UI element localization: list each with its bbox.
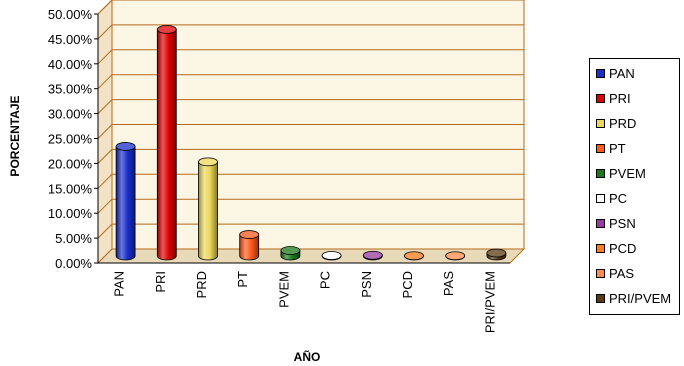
x-tick-label: PRI	[153, 271, 168, 293]
x-tick-label: PT	[235, 271, 250, 288]
bar-top	[239, 230, 260, 239]
bar-top	[445, 251, 466, 261]
gridline	[97, 148, 524, 164]
plot-area: 0.00% 5.00% 10.00% 15.00% 20.00% 25.00% 30.00%…	[48, 0, 526, 333]
bar-top	[198, 157, 218, 167]
gridline	[97, 49, 524, 65]
y-tick-label: 5.00%	[55, 231, 92, 246]
y-tick-label: 10.00%	[48, 206, 93, 221]
legend-label: PC	[609, 190, 628, 206]
gridline	[97, 198, 524, 214]
y-axis-label: PORCENTAJE	[8, 95, 22, 176]
legend-swatch	[596, 143, 605, 153]
gridline	[97, 24, 524, 40]
legend-swatch	[596, 118, 605, 128]
bar-top	[486, 248, 507, 258]
legend-swatch	[596, 293, 605, 303]
bar-pri	[156, 29, 177, 261]
legend-item: PRD	[596, 115, 637, 131]
bar-pt	[239, 234, 260, 261]
legend-item: PRI	[596, 90, 631, 106]
bar-top	[280, 246, 301, 255]
legend-swatch	[596, 93, 605, 103]
legend-item: PT	[596, 140, 626, 156]
legend-label: PRI/PVEM	[609, 290, 672, 306]
bar-top	[115, 142, 136, 151]
gridline	[97, 0, 524, 15]
legend-item: PVEM	[596, 165, 646, 181]
x-tick-label: PRI/PVEM	[482, 271, 497, 333]
legend-swatch	[596, 168, 605, 178]
legend-item: PCD	[596, 240, 637, 256]
x-tick-label: PAN	[112, 271, 127, 297]
y-tick-label: 0.00%	[55, 256, 92, 271]
legend-item: PSN	[596, 215, 636, 231]
legend-label: PVEM	[609, 165, 646, 181]
legend-swatch	[596, 268, 605, 278]
legend-swatch	[596, 243, 605, 253]
bar-top	[362, 250, 383, 260]
y-tick-label: 35.00%	[48, 82, 93, 97]
gridline	[97, 173, 524, 189]
bar-top	[321, 251, 342, 260]
y-tick-label: 15.00%	[48, 181, 93, 196]
legend-swatch	[596, 193, 605, 203]
chart-legend: PAN PRI PRD PT PVEM PC PSN PCD PAS PRI/PVEM	[589, 58, 680, 315]
legend-swatch	[596, 68, 605, 78]
legend-label: PSN	[609, 215, 636, 231]
legend-label: PCD	[609, 240, 637, 256]
gridline	[97, 99, 524, 114]
bar-prd	[198, 161, 218, 261]
legend-swatch	[596, 218, 605, 228]
y-tick-label: 20.00%	[48, 156, 93, 171]
gridline	[97, 74, 524, 90]
legend-label: PRD	[609, 115, 637, 131]
x-tick-label: PAS	[441, 271, 456, 296]
legend-label: PAS	[609, 265, 635, 281]
bar-top	[404, 251, 424, 261]
legend-label: PT	[609, 140, 626, 156]
legend-item: PAS	[596, 265, 635, 281]
gridline	[97, 223, 524, 239]
legend-item: PRI/PVEM	[596, 290, 672, 306]
y-tick-label: 40.00%	[48, 57, 93, 72]
x-tick-label: PC	[318, 271, 333, 289]
x-tick-label: PRD	[194, 271, 209, 298]
legend-label: PAN	[609, 65, 635, 81]
y-tick-label: 25.00%	[48, 132, 93, 147]
x-axis-label: AÑO	[294, 349, 321, 364]
bar-top	[156, 25, 177, 34]
bar-pan	[115, 146, 136, 261]
y-tick-label: 45.00%	[48, 32, 93, 47]
legend-label: PRI	[609, 90, 631, 106]
x-tick-label: PCD	[400, 271, 415, 298]
legend-item: PAN	[596, 65, 635, 81]
legend-item: PC	[596, 190, 628, 206]
y-tick-label: 50.00%	[48, 7, 93, 22]
y-tick-label: 30.00%	[48, 107, 93, 122]
x-tick-label: PSN	[359, 271, 374, 298]
x-tick-label: PVEM	[276, 271, 291, 308]
gridline	[97, 124, 524, 139]
